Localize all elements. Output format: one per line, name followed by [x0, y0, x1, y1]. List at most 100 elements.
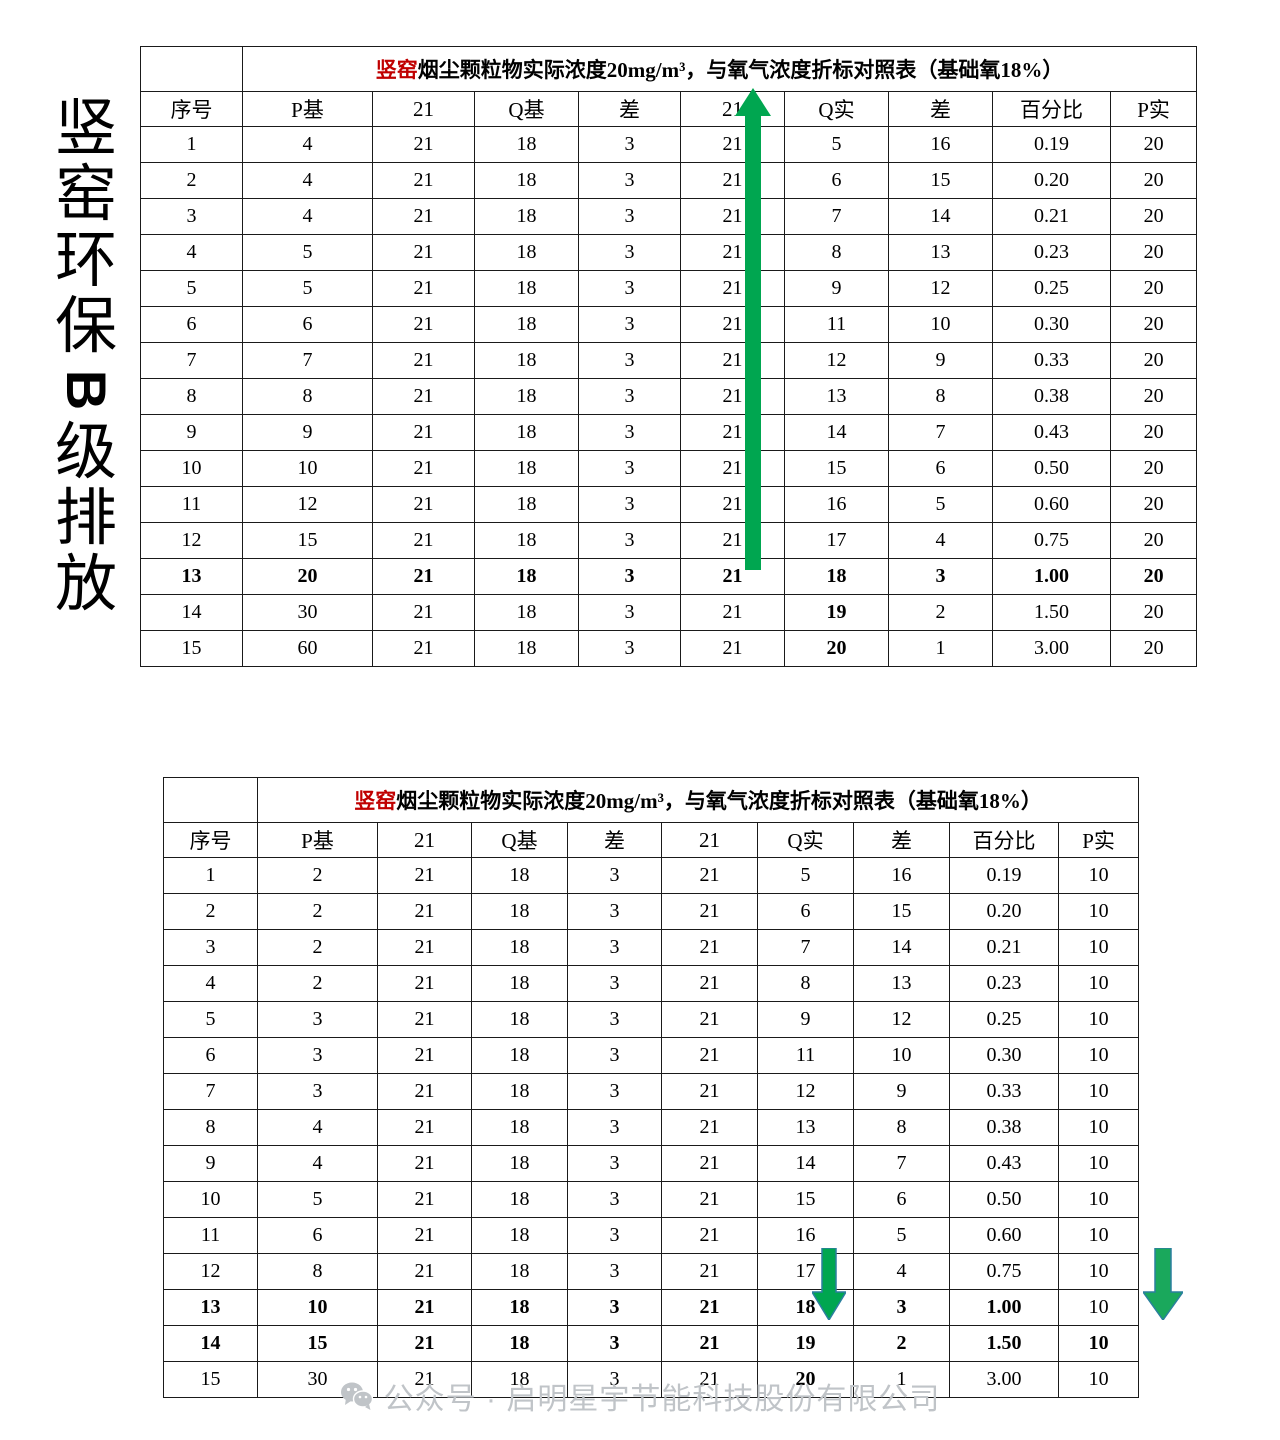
table-2-cell: 7 — [163, 1073, 258, 1110]
table-1-cell: 8 — [888, 378, 993, 415]
table-1-cell: 21 — [372, 342, 475, 379]
table-2-cell: 21 — [377, 1073, 472, 1110]
table-1-cell: 20 — [1109, 270, 1198, 307]
table-2-title: 竖窑烟尘颗粒物实际浓度20mg/m³，与氧气浓度折标对照表（基础氧18%） — [256, 777, 1140, 823]
table-1-cell: 18 — [474, 126, 579, 163]
table-2-cell: 1 — [853, 1361, 950, 1398]
table-2-cell: 3 — [567, 1289, 662, 1326]
table-1-cell: 3 — [578, 162, 681, 199]
table-2-cell: 21 — [661, 1361, 758, 1398]
table-2-cell: 21 — [661, 1073, 758, 1110]
table-1-cell: 21 — [372, 306, 475, 343]
table-2-cell: 0.38 — [949, 1109, 1059, 1146]
table-row: 3 2 21 18 3 21 7 14 0.21 10 — [163, 929, 1140, 966]
table-1-col-header-8: 百分比 — [992, 91, 1111, 127]
table-2-cell: 21 — [661, 1001, 758, 1038]
table-2-cell: 15 — [257, 1325, 378, 1362]
table-2-cell: 3 — [567, 1325, 662, 1362]
table-2-cell: 10 — [1057, 893, 1140, 930]
table-2-cell: 3 — [567, 965, 662, 1002]
table-2-cell: 10 — [1057, 1289, 1140, 1326]
table-2-cell: 3 — [567, 893, 662, 930]
table-2-cell: 0.30 — [949, 1037, 1059, 1074]
table-2-cell: 0.50 — [949, 1181, 1059, 1218]
table-row: 7 3 21 18 3 21 12 9 0.33 10 — [163, 1073, 1140, 1110]
table-2-cell: 2 — [257, 965, 378, 1002]
table-2-cell: 21 — [661, 893, 758, 930]
table-2-cell: 10 — [1057, 1217, 1140, 1254]
table-1-cell: 0.50 — [992, 450, 1111, 487]
table-2-cell: 14 — [757, 1145, 854, 1182]
table-1-cell: 21 — [680, 198, 785, 235]
table-1-cell: 6 — [784, 162, 889, 199]
table-2-cell: 18 — [471, 1145, 568, 1182]
table-1-cell: 15 — [140, 630, 243, 667]
table-1-cell: 6 — [140, 306, 243, 343]
table-2-cell: 2 — [257, 857, 378, 894]
table-2-cell: 9 — [853, 1073, 950, 1110]
table-2-cell: 12 — [163, 1253, 258, 1290]
table-2-cell: 21 — [661, 1217, 758, 1254]
table-row: 12 15 21 18 3 21 17 4 0.75 20 — [140, 522, 1198, 559]
table-1-col-header-3: Q基 — [474, 91, 579, 127]
table-2-cell: 21 — [661, 1325, 758, 1362]
table-1-cell: 30 — [242, 594, 373, 631]
table-2-cell: 0.21 — [949, 929, 1059, 966]
table-2-cell: 6 — [757, 893, 854, 930]
table-2-body: 1 2 21 18 3 21 5 16 0.19 10 2 2 21 18 3 21 6 15 0.20 10 3 2 21… — [163, 857, 1140, 1398]
table-2-cell: 21 — [661, 1145, 758, 1182]
table-row: 4 5 21 18 3 21 8 13 0.23 20 — [140, 234, 1198, 271]
table-row: 7 7 21 18 3 21 12 9 0.33 20 — [140, 342, 1198, 379]
table-1-col-header-0: 序号 — [140, 91, 243, 127]
table-2-title-rest: 烟尘颗粒物实际浓度20mg/m³，与氧气浓度折标对照表（基础氧18%） — [396, 789, 1042, 813]
table-2-cell: 16 — [757, 1217, 854, 1254]
table-2-cell: 6 — [163, 1037, 258, 1074]
table-2-col-header-2: 21 — [377, 822, 472, 858]
table-1-cell: 7 — [888, 414, 993, 451]
table-2-col-header-7: 差 — [853, 822, 950, 858]
table-1-cell: 21 — [680, 126, 785, 163]
table-row: 12 8 21 18 3 21 17 4 0.75 10 — [163, 1253, 1140, 1290]
table-2-cell: 3 — [163, 929, 258, 966]
table-1-cell: 21 — [680, 486, 785, 523]
table-1-cell: 21 — [680, 414, 785, 451]
wechat-icon — [340, 1382, 373, 1410]
comparison-table-1: 竖窑烟尘颗粒物实际浓度20mg/m³，与氧气浓度折标对照表（基础氧18%） 序号… — [140, 46, 1198, 667]
table-2-title-prefix: 竖窑 — [354, 789, 397, 813]
table-2-cell: 18 — [471, 857, 568, 894]
table-1-cell: 7 — [242, 342, 373, 379]
table-1-cell: 0.75 — [992, 522, 1111, 559]
table-1-cell: 21 — [680, 306, 785, 343]
table-2-cell: 21 — [661, 1037, 758, 1074]
table-2-cell: 10 — [1057, 1325, 1140, 1362]
table-2-cell: 4 — [853, 1253, 950, 1290]
table-1-cell: 13 — [888, 234, 993, 271]
table-2-cell: 1.50 — [949, 1325, 1059, 1362]
table-row: 14 30 21 18 3 21 19 2 1.50 20 — [140, 594, 1198, 631]
table-1-cell: 13 — [784, 378, 889, 415]
table-2-cell: 3 — [567, 1109, 662, 1146]
table-1-cell: 0.19 — [992, 126, 1111, 163]
table-2-cell: 4 — [257, 1109, 378, 1146]
table-2-col-header-3: Q基 — [471, 822, 568, 858]
table-2-cell: 1 — [163, 857, 258, 894]
table-2-cell: 21 — [661, 857, 758, 894]
table-1-body: 1 4 21 18 3 21 5 16 0.19 20 2 4 21 18 3 21 6 15 0.20 20 3 4 21… — [140, 126, 1198, 667]
table-1-cell: 10 — [140, 450, 243, 487]
table-2-cell: 21 — [377, 1109, 472, 1146]
table-1-cell: 4 — [242, 162, 373, 199]
table-row: 1 2 21 18 3 21 5 16 0.19 10 — [163, 857, 1140, 894]
table-1-cell: 20 — [1109, 306, 1198, 343]
table-1-cell: 20 — [1109, 378, 1198, 415]
table-2-cell: 0.60 — [949, 1217, 1059, 1254]
table-1-cell: 18 — [784, 558, 889, 595]
table-row: 4 2 21 18 3 21 8 13 0.23 10 — [163, 965, 1140, 1002]
table-2-cell: 21 — [377, 1361, 472, 1398]
table-2-cell: 21 — [377, 1001, 472, 1038]
table-row: 5 5 21 18 3 21 9 12 0.25 20 — [140, 270, 1198, 307]
table-1-cell: 21 — [372, 450, 475, 487]
table-1-cell: 5 — [784, 126, 889, 163]
table-2-cell: 15 — [853, 893, 950, 930]
table-1-cell: 18 — [474, 198, 579, 235]
table-1-cell: 0.33 — [992, 342, 1111, 379]
